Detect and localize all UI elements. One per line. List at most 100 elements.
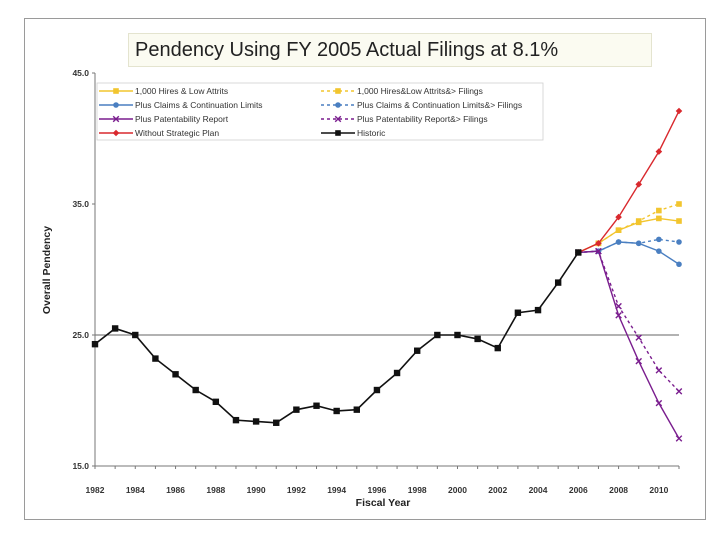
series-layer — [91, 107, 683, 442]
data-point — [112, 115, 120, 123]
legend-item: Plus Patentability Report&> Filings — [321, 114, 488, 124]
x-tick-label: 2010 — [649, 485, 668, 495]
data-point — [232, 416, 240, 424]
legend-item: 1,000 Hires&Low Attrits&> Filings — [321, 86, 483, 96]
data-point — [534, 306, 542, 314]
y-tick-label: 15.0 — [72, 461, 89, 471]
data-point — [656, 248, 662, 254]
data-point — [656, 215, 662, 222]
data-point — [675, 435, 683, 442]
data-point — [676, 218, 682, 224]
x-tick-label: 2002 — [488, 485, 507, 495]
legend-label: Without Strategic Plan — [135, 128, 219, 138]
legend-item: Plus Claims & Continuation Limits&> Fili… — [321, 100, 522, 110]
x-tick-label: 2000 — [448, 485, 467, 495]
data-point — [113, 88, 119, 94]
data-point — [353, 406, 360, 413]
y-axis-title: Overall Pendency — [41, 226, 53, 314]
series-6 — [575, 247, 683, 395]
x-tick-label: 1994 — [327, 485, 346, 495]
legend-label: Historic — [357, 128, 386, 138]
data-point — [595, 247, 602, 255]
legend-label: Plus Claims & Continuation Limits&> Fili… — [357, 100, 522, 110]
legend-label: 1,000 Hires & Low Attrits — [135, 86, 228, 96]
data-point — [414, 347, 421, 354]
x-tick-label: 1986 — [166, 485, 185, 495]
data-point — [112, 129, 120, 137]
data-point — [192, 386, 199, 394]
data-point — [656, 236, 662, 243]
data-point — [334, 115, 342, 123]
data-point — [655, 148, 663, 155]
data-point — [595, 240, 602, 247]
data-point — [212, 398, 220, 406]
data-point — [676, 239, 682, 245]
data-point — [252, 418, 260, 425]
x-tick-label: 1996 — [367, 485, 386, 495]
data-point — [635, 334, 643, 341]
data-point — [293, 406, 300, 413]
data-point — [91, 340, 99, 348]
x-tick-label: 1982 — [86, 485, 105, 495]
data-point — [474, 335, 481, 343]
data-point — [494, 344, 501, 352]
data-point — [273, 419, 280, 426]
x-tick-label: 2008 — [609, 485, 628, 495]
series-line — [578, 250, 680, 439]
series-line — [578, 238, 680, 254]
data-point — [575, 249, 582, 256]
legend-item: 1,000 Hires & Low Attrits — [99, 86, 228, 96]
x-tick-labels: 1982 1984 1986 1988 1990 1992 1994 1996 1998 2000… — [86, 466, 680, 495]
data-point — [635, 240, 642, 247]
data-point — [113, 102, 119, 108]
data-point — [615, 302, 622, 310]
data-point — [615, 213, 622, 221]
data-point — [454, 331, 461, 339]
series-line — [578, 110, 680, 254]
legend-item: Without Strategic Plan — [99, 128, 219, 138]
x-tick-label: 1992 — [287, 485, 306, 495]
data-point — [514, 309, 522, 316]
data-point — [373, 386, 381, 394]
x-tick-label: 2004 — [529, 485, 548, 495]
data-point — [335, 130, 341, 136]
data-point — [333, 407, 340, 415]
data-point — [635, 181, 643, 188]
data-point — [554, 279, 562, 286]
series-line — [578, 250, 680, 392]
data-point — [172, 371, 179, 378]
legend-item: Plus Claims & Continuation Limits — [99, 100, 263, 110]
data-point — [675, 388, 683, 395]
legend-box — [96, 82, 544, 141]
data-point — [313, 402, 320, 409]
data-point — [635, 218, 642, 224]
data-point — [635, 357, 643, 365]
y-tick-labels: 15.0 25.0 35.0 45.0 — [72, 68, 95, 471]
legend: 1,000 Hires & Low Attrits 1,000 Hires&Low… — [96, 82, 544, 141]
data-point — [615, 227, 622, 233]
data-point — [434, 331, 441, 339]
legend-label: Plus Patentability Report&> Filings — [357, 114, 488, 124]
y-tick-label: 35.0 — [72, 199, 89, 209]
legend-label: Plus Claims & Continuation Limits — [135, 100, 263, 110]
data-point — [152, 355, 159, 362]
x-axis-title: Fiscal Year — [356, 497, 411, 509]
legend-item: Historic — [321, 128, 386, 138]
y-tick-label: 45.0 — [72, 68, 89, 78]
legend-label: Plus Patentability Report — [135, 114, 229, 124]
data-point — [656, 207, 662, 214]
data-point — [393, 369, 401, 377]
data-point — [655, 367, 663, 374]
chart-title: Pendency Using FY 2005 Actual Filings at… — [128, 33, 652, 67]
data-point — [655, 399, 663, 407]
y-tick-label: 25.0 — [72, 330, 89, 340]
data-point — [132, 331, 139, 339]
series-8 — [91, 249, 582, 426]
data-point — [335, 102, 341, 108]
legend-label: 1,000 Hires&Low Attrits&> Filings — [357, 86, 483, 96]
x-tick-label: 1988 — [206, 485, 225, 495]
data-point — [335, 88, 341, 94]
chart-axes — [94, 73, 679, 467]
data-point — [111, 325, 119, 332]
